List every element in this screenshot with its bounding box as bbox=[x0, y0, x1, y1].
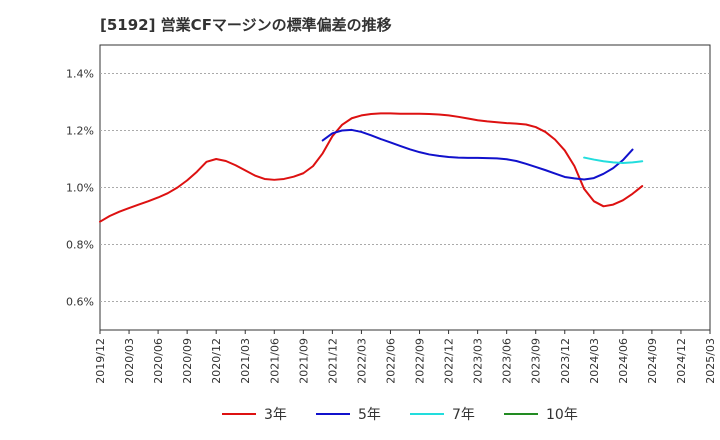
x-tick-label: 2019/12 bbox=[94, 338, 107, 384]
series-line-3年 bbox=[99, 112, 644, 223]
x-tick-label: 2020/06 bbox=[152, 338, 165, 384]
y-tick-label: 1.0% bbox=[66, 182, 94, 195]
y-tick-label: 1.2% bbox=[66, 125, 94, 138]
x-tick-label: 2022/06 bbox=[384, 338, 397, 384]
x-tick-label: 2025/03 bbox=[704, 338, 717, 384]
series-lines bbox=[99, 112, 644, 223]
x-axis-ticks: 2019/12 2020/03 2020/06 2020/09 2020/12 2021/… bbox=[94, 330, 717, 384]
x-tick-label: 2022/03 bbox=[355, 338, 368, 384]
x-tick-label: 2021/06 bbox=[268, 338, 281, 384]
x-tick-label: 2020/12 bbox=[210, 338, 223, 384]
y-tick-label: 0.6% bbox=[66, 296, 94, 309]
legend-label: 7年 bbox=[452, 407, 475, 423]
x-tick-label: 2020/03 bbox=[123, 338, 136, 384]
y-axis-ticks: 0.6% 0.8% 1.0% 1.2% 1.4% bbox=[66, 68, 94, 309]
legend-label: 10年 bbox=[546, 407, 578, 423]
legend-label: 5年 bbox=[358, 407, 381, 423]
x-tick-label: 2021/09 bbox=[297, 338, 310, 384]
x-tick-label: 2023/12 bbox=[559, 338, 572, 384]
y-tick-label: 1.4% bbox=[66, 68, 94, 81]
x-tick-label: 2023/06 bbox=[501, 338, 514, 384]
legend: 3年 5年 7年 10年 bbox=[222, 407, 578, 423]
x-tick-label: 2024/03 bbox=[588, 338, 601, 384]
x-tick-label: 2023/09 bbox=[530, 338, 543, 384]
x-tick-label: 2021/03 bbox=[239, 338, 252, 384]
series-line-7年 bbox=[583, 156, 644, 164]
x-tick-label: 2024/12 bbox=[675, 338, 688, 384]
series-line-5年 bbox=[321, 128, 634, 181]
x-tick-label: 2024/06 bbox=[617, 338, 630, 384]
x-tick-label: 2021/12 bbox=[326, 338, 339, 384]
gridlines bbox=[100, 73, 710, 302]
legend-label: 3年 bbox=[264, 407, 287, 423]
x-tick-label: 2020/09 bbox=[181, 338, 194, 384]
x-tick-label: 2023/03 bbox=[472, 338, 485, 384]
x-tick-label: 2022/09 bbox=[414, 338, 427, 384]
x-tick-label: 2022/12 bbox=[443, 338, 456, 384]
chart-title: [5192] 営業CFマージンの標準偏差の推移 bbox=[100, 16, 392, 34]
y-tick-label: 0.8% bbox=[66, 239, 94, 252]
x-tick-label: 2024/09 bbox=[646, 338, 659, 384]
